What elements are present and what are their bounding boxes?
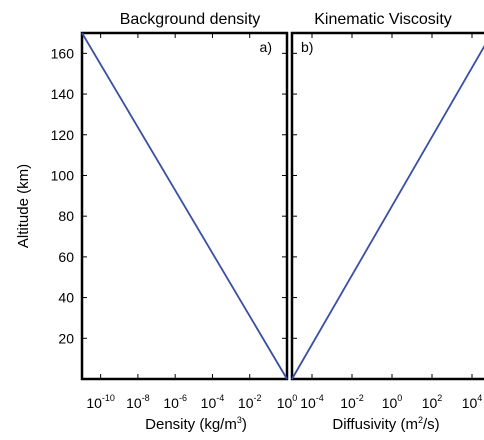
x-tick-label: 104: [462, 393, 483, 411]
x-tick-labels-a: 10-10 10-8 10-6 10-4 10-2 100: [86, 393, 297, 411]
x-tick-labels-b: 10-4 10-2 100 102 104: [300, 393, 482, 411]
ticks-b: [292, 33, 473, 379]
y-axis-label-altitude: Altitude (km): [15, 164, 32, 248]
x-tick-label: 10-8: [126, 393, 150, 411]
y-tick-label: 80: [58, 208, 74, 224]
x-tick-label: 10-4: [300, 393, 324, 411]
y-tick-label: 40: [58, 290, 74, 306]
ticks-a: [82, 33, 288, 379]
x-axis-label-diffusivity: Diffusivity (m2/s): [332, 415, 439, 433]
panel-label-a: a): [260, 39, 272, 55]
panel-label-b: b): [301, 39, 313, 55]
density-line: [81, 32, 288, 380]
plot-frame-a: [80, 31, 289, 381]
y-tick-label: 20: [58, 330, 74, 346]
y-tick-label: 60: [58, 249, 74, 265]
x-tick-label: 102: [422, 393, 443, 411]
y-tick-labels: 20 40 60 80 100 120 140 160: [51, 45, 75, 346]
x-tick-label: 10-6: [163, 393, 187, 411]
x-tick-label: 10-2: [238, 393, 262, 411]
x-tick-label: 100: [277, 393, 298, 411]
y-tick-label: 100: [51, 167, 75, 183]
x-tick-label: 10-4: [201, 393, 225, 411]
x-axis-label-density: Density (kg/m3): [145, 415, 247, 433]
title-background-density: Background density: [120, 11, 261, 28]
y-tick-label: 140: [51, 86, 75, 102]
x-tick-label: 10-10: [86, 393, 115, 411]
y-tick-label: 120: [51, 127, 75, 143]
plot-frame-b: [290, 31, 484, 381]
panel-kinematic-viscosity: Kinematic Viscosity b) 10-4 10-2 100 102 104…: [290, 11, 484, 433]
title-kinematic-viscosity: Kinematic Viscosity: [314, 11, 452, 28]
x-tick-label: 10-2: [340, 393, 364, 411]
viscosity-line: [291, 45, 484, 380]
y-tick-label: 160: [51, 45, 75, 61]
panel-background-density: Background density a) 10-10 10-8 10-6 10-4 1…: [15, 11, 297, 433]
x-tick-label: 100: [382, 393, 403, 411]
